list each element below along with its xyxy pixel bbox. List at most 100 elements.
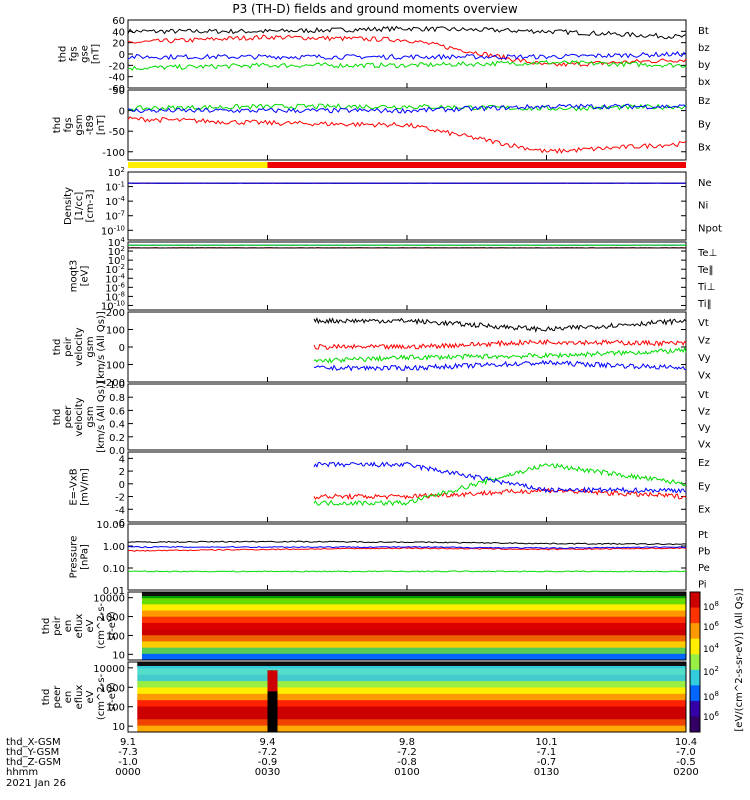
ytick-label: -6 [115, 518, 125, 529]
colorbar-segment [690, 654, 700, 671]
ylabel-line: -t89 [85, 115, 96, 135]
legend-bx: Bx [698, 143, 711, 154]
spectrogram-band [137, 693, 687, 701]
ylabel-line: gsm [74, 114, 85, 135]
ylabel-line: [1/cc] [74, 192, 85, 221]
panel-ylabel: thdfgsgsm-t89[nT] [52, 114, 107, 135]
panel-frame [127, 661, 687, 733]
panel-peir_spec: thdpeirenefluxeV(cm^2-s-sr-eV)1000010001… [41, 591, 687, 661]
series-by-line [127, 60, 687, 71]
footer-y-value: -7.3 [118, 747, 138, 758]
panel-density: Density[1/cc][cm-3]10210-110-410-710-10N… [63, 166, 722, 241]
data-gap-top [267, 670, 278, 692]
ylabel-line: eflux [74, 614, 85, 639]
ytick-label: 10-6 [105, 281, 125, 294]
panel-peer_spec: thdpeerenefluxeV(cm^2-s-sr-eV)1000010001… [41, 661, 687, 733]
ylabel-line: peer [52, 685, 63, 709]
spectrogram-band [137, 706, 687, 714]
footer-row-label: thd_Y-GSM [6, 747, 59, 758]
ylabel-line: thd [52, 339, 63, 356]
panel-efield: E=-VxB[mV/m] 4 2 0 -2-4 -6 Ez Ey Ex [69, 451, 710, 529]
legend-ni: Ni [698, 201, 708, 212]
status-bar-red [267, 162, 686, 168]
ylabel-line: [nT] [91, 44, 102, 64]
cb-exp: 6 [714, 620, 719, 628]
legend-te: Te⊥ [697, 248, 717, 259]
panel-pressure: Pressure[nPa] 10.00 1.00 0.10 0.01 Pt Pb Pe Pi [69, 520, 711, 597]
cb-base: 10 [703, 603, 715, 613]
ylabel-line: velocity [74, 397, 85, 436]
ytick-base: 10 [108, 247, 121, 258]
panel-frame [127, 171, 687, 241]
series-ex-line [313, 461, 687, 494]
ytick-label: 40 [112, 27, 125, 38]
plot-title: P3 (TH-D) fields and ground moments over… [232, 2, 517, 16]
colorbar-segment [690, 700, 700, 717]
ylabel-line: [km/s (All Qs)] [96, 381, 107, 453]
ytick-base: 10 [101, 226, 114, 237]
series-by-line [127, 103, 687, 112]
ytick-label: 100 [108, 254, 125, 267]
spectrogram-band [137, 681, 687, 688]
ylabel-line: (cm^2-s- [96, 602, 107, 649]
ytick-label: 1.0 [109, 380, 125, 391]
ytick-base: 10 [105, 197, 118, 208]
panel-frame [127, 523, 687, 591]
panel-ylabel: Pressure[nPa] [69, 536, 91, 579]
spectrogram-band [137, 725, 687, 733]
ytick-label: -20 [109, 61, 125, 72]
ytick-label: 0.2 [109, 433, 125, 444]
ytick-label: 102 [108, 245, 125, 258]
legend-pt: Pt [698, 530, 708, 541]
ylabel-line: thd [58, 46, 69, 63]
ytick-label: 10.00 [96, 520, 125, 531]
series-bt-line [127, 25, 687, 40]
series-bz-line [127, 116, 687, 154]
legend-bz: bz [698, 43, 710, 54]
ytick-base: 10 [105, 283, 118, 294]
cb-base: 10 [703, 623, 715, 633]
legend-vz: Vz [698, 407, 710, 418]
ytick-label: 104 [108, 236, 126, 249]
footer-hhmm-value: 0000 [115, 767, 140, 778]
ylabel-line: [mV/m] [80, 468, 91, 506]
colorbar-tick-label: 106 [703, 710, 719, 723]
legend-bz: Bz [698, 96, 710, 107]
series-ey-line [313, 462, 687, 507]
colorbar-segment [690, 716, 700, 733]
ytick-exp: -7 [118, 210, 125, 218]
ytick-label: 4 [119, 454, 125, 465]
series-vz-line [313, 338, 687, 350]
series-pt-line [127, 540, 687, 546]
ylabel-line: en [63, 691, 74, 704]
footer-hhmm-value: 0030 [255, 767, 280, 778]
ytick-label: -200 [102, 378, 125, 389]
ylabel-line: thd [52, 409, 63, 426]
footer-x-value: 9.8 [399, 737, 415, 748]
ytick-label: 1.00 [103, 542, 125, 553]
ytick-exp: -2 [118, 263, 125, 271]
footer-y-value: -7.2 [258, 747, 278, 758]
ylabel-line: eV [85, 619, 96, 632]
ytick-label: 0.01 [103, 586, 125, 597]
ytick-label: 10-10 [101, 299, 125, 312]
panel-frame [127, 241, 687, 311]
legend-vx: Vx [698, 371, 711, 382]
cb-exp: 8 [714, 690, 718, 698]
ytick-label: 0.0 [109, 446, 125, 457]
cb-exp: 8 [714, 600, 718, 608]
ytick-label: -50 [109, 127, 125, 138]
ytick-label: 10-4 [105, 272, 125, 285]
ylabel-line: [cm-3] [85, 189, 96, 222]
ytick-label: -100 [102, 361, 125, 372]
ytick-label: 10000 [93, 664, 125, 675]
series-pe-line [128, 570, 687, 573]
colorbar-frame [689, 591, 701, 733]
cb-base: 10 [703, 668, 715, 678]
footer-hhmm-value: 0200 [673, 767, 698, 778]
spectrogram-top-band [137, 662, 687, 666]
ytick-base: 10 [105, 265, 118, 276]
panel-ylabel: thdpeirenefluxeV(cm^2-s-sr-eV) [41, 602, 118, 649]
ylabel-line: thd [52, 117, 63, 134]
